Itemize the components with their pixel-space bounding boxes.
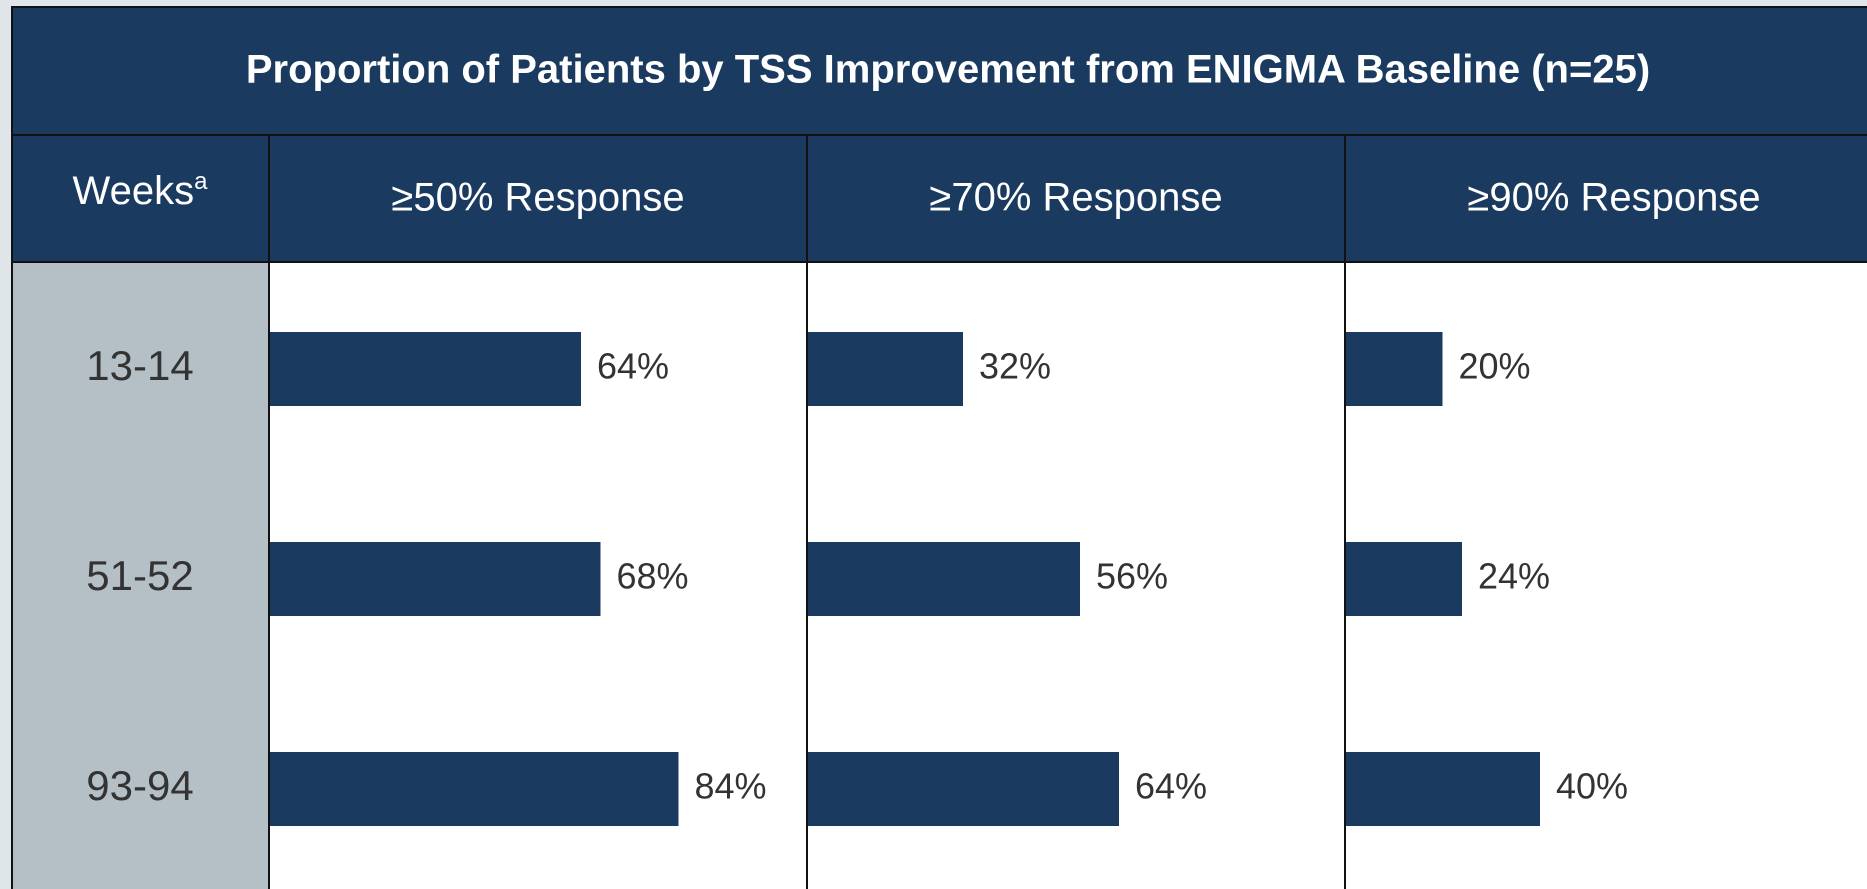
value-label: 24%	[1478, 556, 1550, 597]
series-header: ≥70% Response	[929, 176, 1222, 220]
bar	[1345, 752, 1540, 826]
bar	[1345, 332, 1443, 406]
chart-title: Proportion of Patients by TSS Improvemen…	[246, 48, 1650, 92]
category-header-text: Weeks	[73, 169, 195, 213]
category-label: 13-14	[86, 342, 193, 389]
bar	[807, 332, 963, 406]
bar	[269, 332, 581, 406]
value-label: 56%	[1096, 556, 1168, 597]
value-label: 84%	[695, 766, 767, 807]
category-label: 93-94	[86, 762, 193, 809]
series-header: ≥50% Response	[391, 176, 684, 220]
value-label: 64%	[1135, 766, 1207, 807]
footnote-marker: a	[194, 168, 208, 195]
bar	[807, 752, 1119, 826]
series-header: ≥90% Response	[1467, 176, 1760, 220]
bar	[269, 542, 601, 616]
value-label: 40%	[1556, 766, 1628, 807]
bar	[269, 752, 679, 826]
bar	[1345, 542, 1462, 616]
value-label: 20%	[1459, 346, 1531, 387]
category-header: Weeksa	[73, 168, 209, 212]
category-column	[13, 262, 268, 889]
value-label: 32%	[979, 346, 1051, 387]
value-label: 64%	[597, 346, 669, 387]
category-label: 51-52	[86, 552, 193, 599]
bar	[807, 542, 1080, 616]
value-label: 68%	[617, 556, 689, 597]
